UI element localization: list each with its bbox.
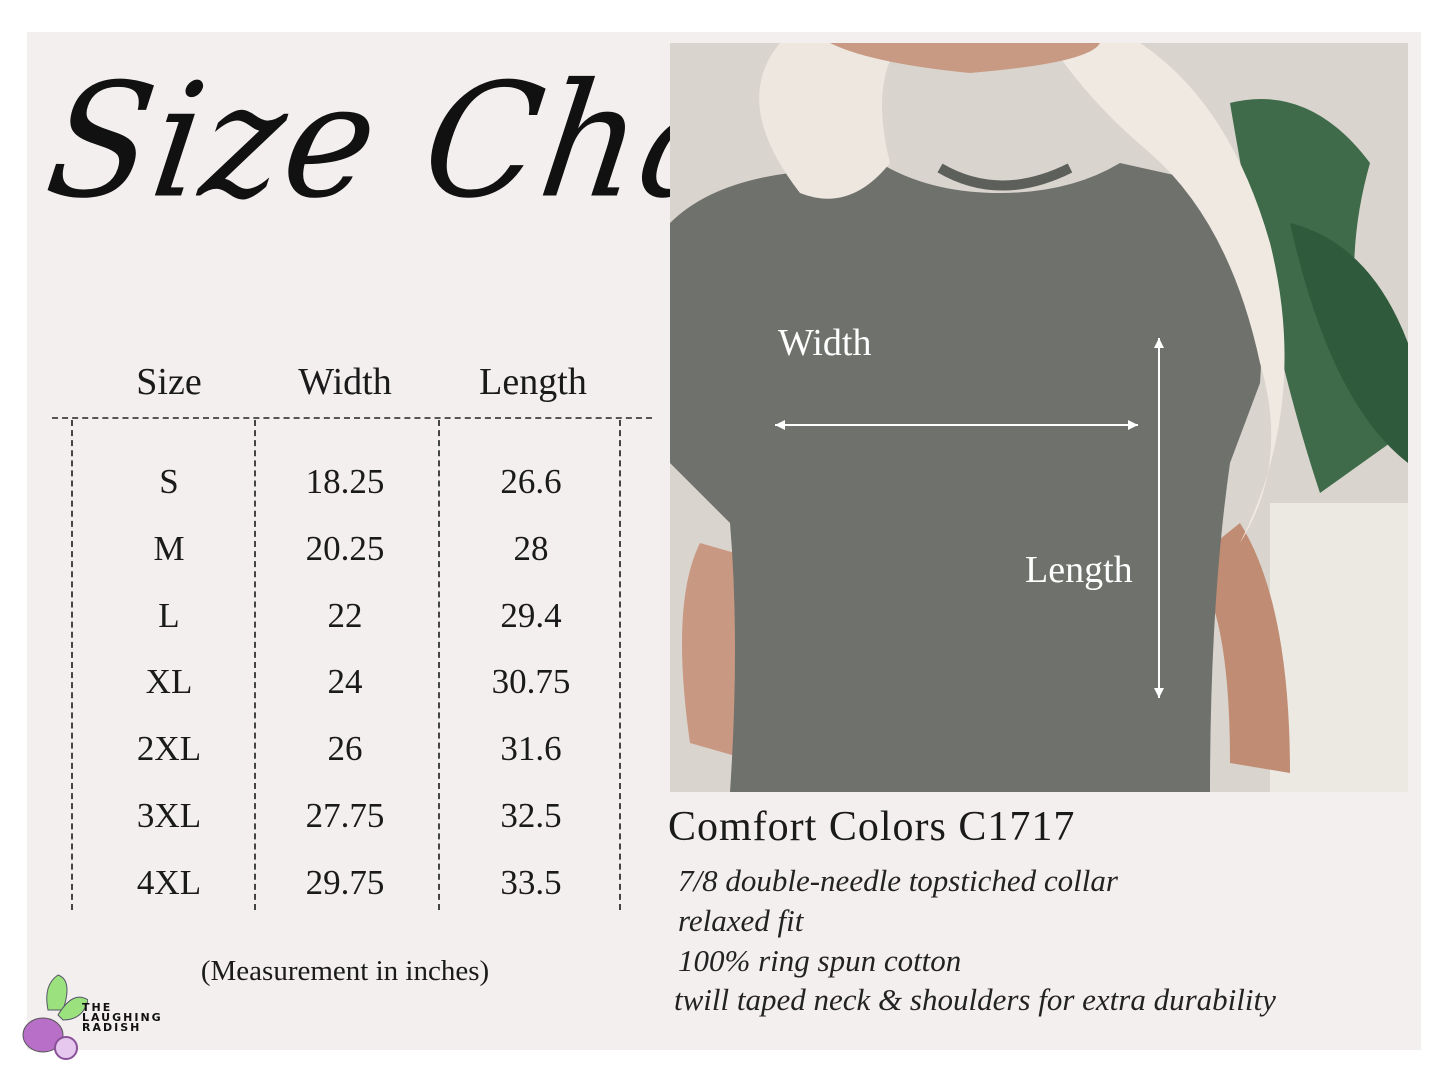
- feature-item: relaxed fit: [678, 903, 804, 938]
- model-photo-illustration: [670, 43, 1408, 792]
- cell-length: 29.4: [500, 595, 562, 635]
- header-size: Size: [136, 361, 202, 403]
- cell-size: S: [159, 462, 179, 501]
- cell-size: 2XL: [136, 729, 202, 769]
- cell-width: 22: [327, 595, 363, 635]
- feature-item: 100% ring spun cotton: [678, 943, 962, 978]
- feature-item: 7/8 double-needle topstiched collar: [678, 863, 1118, 898]
- length-label: Length: [1025, 549, 1133, 591]
- header-length: Length: [479, 361, 587, 403]
- cell-width: 18.25: [305, 462, 385, 501]
- cell-width: 24: [327, 662, 363, 702]
- cell-length: 33.5: [500, 862, 562, 902]
- measurement-note: (Measurement in inches): [200, 955, 490, 987]
- cell-size: L: [158, 595, 180, 635]
- feature-item: twill taped neck & shoulders for extra d…: [674, 982, 1276, 1017]
- cell-width: 20.25: [305, 528, 385, 568]
- width-label: Width: [778, 322, 872, 364]
- header-width: Width: [298, 361, 392, 403]
- column-divider: [254, 420, 256, 910]
- cell-size: 4XL: [136, 862, 202, 902]
- cell-size: 3XL: [136, 796, 202, 835]
- cell-length: 28: [513, 528, 549, 568]
- column-divider: [71, 420, 73, 910]
- column-divider: [619, 420, 621, 910]
- cell-width: 29.75: [305, 862, 385, 902]
- radish-logo-icon: [22, 974, 88, 1060]
- model-photo: Width Length: [670, 43, 1408, 792]
- product-name: Comfort Colors C1717: [668, 804, 1076, 850]
- cell-length: 31.6: [500, 729, 562, 769]
- column-divider: [438, 420, 440, 910]
- cell-length: 26.6: [500, 462, 562, 501]
- logo-text: THE LAUGHING RADISH: [82, 1001, 163, 1034]
- cell-width: 27.75: [305, 796, 385, 835]
- cell-width: 26: [327, 729, 363, 769]
- header-divider: [52, 417, 652, 419]
- cell-size: XL: [145, 662, 193, 702]
- cell-length: 30.75: [491, 662, 571, 702]
- cell-length: 32.5: [500, 796, 562, 835]
- cell-size: M: [153, 528, 185, 568]
